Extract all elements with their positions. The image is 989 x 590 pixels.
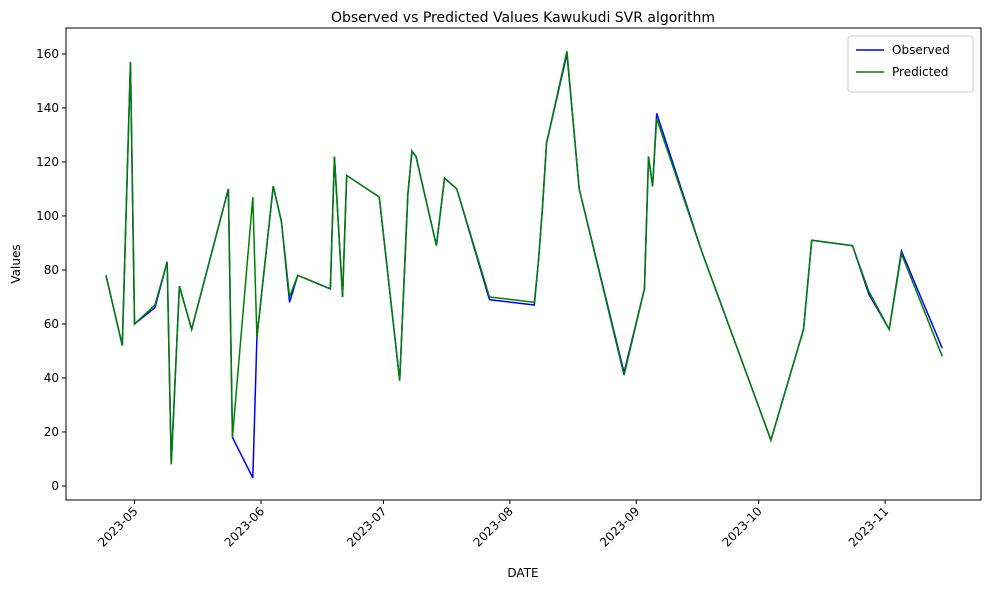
y-tick-label: 120 (36, 155, 59, 169)
y-tick-label: 140 (36, 101, 59, 115)
y-tick-label: 20 (44, 425, 59, 439)
y-tick-label: 40 (44, 371, 59, 385)
y-tick-label: 100 (36, 209, 59, 223)
legend-label: Observed (892, 43, 950, 57)
x-tick-label: 2023-11 (846, 504, 891, 549)
y-tick-label: 160 (36, 47, 59, 61)
y-tick-label: 0 (51, 479, 59, 493)
x-tick-label: 2023-10 (719, 504, 764, 549)
y-axis-label: Values (9, 244, 23, 283)
x-tick-label: 2023-09 (597, 504, 642, 549)
x-tick-label: 2023-07 (344, 504, 389, 549)
x-tick-label: 2023-08 (471, 504, 516, 549)
y-tick-label: 80 (44, 263, 59, 277)
chart-title: Observed vs Predicted Values Kawukudi SV… (331, 10, 715, 26)
legend-label: Predicted (892, 65, 948, 79)
y-tick-label: 60 (44, 317, 59, 331)
x-tick-label: 2023-05 (95, 504, 140, 549)
x-tick-label: 2023-06 (222, 504, 267, 549)
series-line (105, 51, 943, 465)
x-axis-label: DATE (507, 566, 538, 580)
plot-frame (65, 27, 982, 501)
